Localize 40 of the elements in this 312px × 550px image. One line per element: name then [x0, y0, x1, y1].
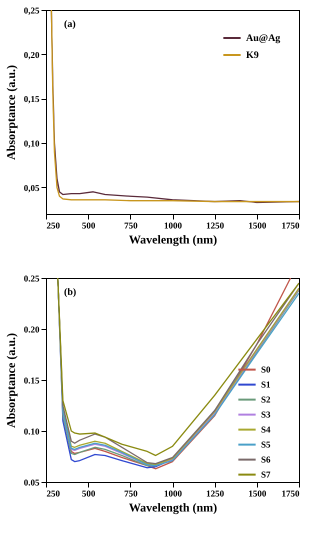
x-tick-label: 750 [124, 220, 138, 230]
y-tick-label: 0,25 [24, 6, 40, 16]
x-tick-label: 750 [124, 488, 138, 498]
x-tick-label: 1750 [282, 220, 300, 230]
legend-label: S4 [261, 424, 272, 435]
x-tick-label: 1750 [282, 488, 300, 498]
y-tick-label: 0.15 [24, 376, 40, 386]
x-axis-title: Wavelength (nm) [128, 232, 218, 246]
x-tick-label: 1000 [164, 220, 182, 230]
y-tick-label: 0.20 [24, 324, 40, 334]
x-tick-label: 1250 [206, 488, 225, 498]
y-tick-label: 0,05 [24, 182, 40, 193]
legend-label: S7 [261, 470, 272, 480]
legend-label: S0 [261, 364, 272, 375]
annotation: (b) [64, 287, 76, 298]
legend-label: S5 [261, 440, 272, 450]
legend-label: S3 [261, 410, 272, 420]
y-tick-label: 0.10 [24, 426, 40, 436]
x-tick-label: 1500 [248, 220, 267, 230]
x-tick-label: 1000 [164, 488, 182, 498]
legend-label: S6 [261, 454, 272, 465]
x-tick-label: 250 [46, 220, 60, 230]
y-tick-label: 0,15 [24, 94, 40, 104]
y-tick-label: 0,20 [24, 50, 40, 60]
x-tick-label: 500 [82, 488, 96, 498]
x-tick-label: 500 [82, 220, 96, 230]
y-axis-title: Absorptance (a.u.) [4, 65, 18, 160]
x-axis-title: Wavelength (nm) [128, 500, 218, 514]
x-tick-label: 1500 [248, 488, 267, 498]
y-tick-label: 0.05 [24, 478, 40, 488]
y-tick-label: 0,10 [24, 138, 40, 149]
legend-label: K9 [246, 50, 259, 61]
x-tick-label: 1250 [206, 220, 225, 230]
annotation: (a) [64, 19, 76, 30]
legend-label: Au@Ag [246, 33, 280, 44]
y-axis-title: Absorptance (a.u.) [4, 333, 18, 428]
legend-label: S1 [261, 380, 272, 390]
y-tick-label: 0.25 [24, 274, 40, 284]
x-tick-label: 250 [46, 488, 60, 498]
legend-label: S2 [261, 394, 272, 405]
